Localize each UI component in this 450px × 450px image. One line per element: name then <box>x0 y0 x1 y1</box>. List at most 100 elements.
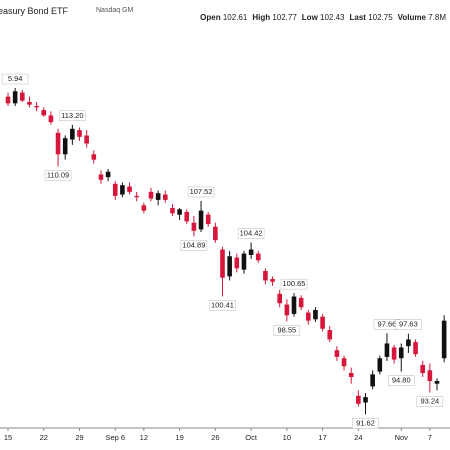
candle-body <box>277 293 282 304</box>
candle-body <box>55 132 61 155</box>
x-tick-label: Oct <box>245 433 258 442</box>
annotation-box <box>237 228 265 239</box>
x-tick-label: 24 <box>354 433 362 442</box>
candle-body <box>77 130 82 137</box>
candle-body <box>284 304 290 316</box>
candle-body <box>406 339 411 347</box>
annotation: 5.94 <box>8 74 23 83</box>
candle-body <box>34 105 39 108</box>
annotation-box <box>273 325 301 336</box>
annotation: 104.89 <box>182 240 205 249</box>
candle-body <box>427 370 433 382</box>
candle-body <box>306 312 311 321</box>
quote-label: Last <box>349 13 366 22</box>
candle-body <box>205 214 211 225</box>
candle-body <box>413 342 418 355</box>
x-tick-label: Sep 6 <box>105 433 125 442</box>
annotation: 100.65 <box>283 279 306 288</box>
candle-body <box>298 297 304 308</box>
candle-body <box>234 257 240 269</box>
quote-label: Volume <box>397 13 426 22</box>
x-tick-label: 12 <box>140 433 148 442</box>
exchange: Nasdaq GM <box>96 7 134 14</box>
quote-value: 102.75 <box>368 13 393 22</box>
candle-body <box>48 115 54 123</box>
candle-body <box>20 92 25 101</box>
candle-body <box>356 395 361 404</box>
x-tick-label: Nov <box>395 433 409 442</box>
candle-body <box>384 343 390 357</box>
quote-value: 102.77 <box>272 13 297 22</box>
candle-body <box>184 211 190 222</box>
candle-body <box>70 128 75 140</box>
candle-body <box>198 210 204 230</box>
candle-body <box>334 350 340 357</box>
candle-body <box>420 364 425 373</box>
candle-body <box>127 186 132 192</box>
candle-body <box>377 358 383 372</box>
annotation: 93.24 <box>420 397 439 406</box>
candle-body <box>213 226 218 241</box>
header: easury Bond ETF Nasdaq GM Open 102.61 Hig… <box>0 0 450 24</box>
candle-body <box>434 381 440 384</box>
annotation-box <box>280 278 308 290</box>
x-tick-label: 17 <box>318 433 326 442</box>
annotation: 91.62 <box>356 418 375 427</box>
annotation-box <box>209 300 236 311</box>
candle-body <box>320 316 325 329</box>
annotation-box <box>388 375 415 386</box>
candle-body <box>191 222 197 231</box>
annotation-box <box>59 110 86 122</box>
candle-body <box>170 207 175 214</box>
candle-body <box>134 195 139 198</box>
candle-body <box>112 183 118 196</box>
candle-body <box>148 191 154 199</box>
candle-body <box>348 372 354 378</box>
candle-body <box>291 296 297 314</box>
candle-body <box>441 320 447 359</box>
candle-body <box>398 347 404 359</box>
annotation: 98.55 <box>277 325 296 334</box>
candle-body <box>62 138 68 155</box>
annotation-box <box>187 186 215 198</box>
candle-body <box>84 135 89 144</box>
annotation-box <box>180 240 208 251</box>
x-tick-label: 19 <box>175 433 183 442</box>
candle-body <box>163 194 168 200</box>
title: easury Bond ETF <box>0 6 69 16</box>
candle-body <box>41 110 47 116</box>
quote-label: Low <box>301 13 318 22</box>
annotation: 97.63 <box>399 320 418 329</box>
annotation: 110.09 <box>47 170 69 179</box>
candle-body <box>98 174 104 180</box>
x-tick-label: 29 <box>75 433 83 442</box>
candle-body <box>363 397 368 403</box>
candle-body <box>27 101 32 105</box>
x-tick-label: 7 <box>428 433 432 442</box>
annotation: 104.42 <box>240 229 263 238</box>
candle-body <box>255 253 261 261</box>
candle-body <box>241 253 247 270</box>
candle-body <box>263 271 268 281</box>
candle-body <box>341 358 347 367</box>
quote: Open 102.61 High 102.77 Low 102.43 Last 102… <box>195 13 446 22</box>
annotation-box <box>1 73 29 85</box>
x-tick-label: 10 <box>283 433 291 442</box>
candle-body <box>370 374 375 387</box>
candle-body <box>155 193 161 200</box>
quote-label: Open <box>200 13 221 22</box>
annotation: 100.41 <box>211 300 234 309</box>
quote-value: 7.8M <box>428 13 446 22</box>
x-tick-label: 15 <box>4 433 12 442</box>
candle-body <box>12 91 18 104</box>
candle-body <box>227 256 232 277</box>
candle-body <box>120 185 125 195</box>
candle-body <box>177 209 182 215</box>
candle-body <box>270 279 275 282</box>
x-tick-label: 26 <box>211 433 219 442</box>
quote-label: High <box>252 13 271 22</box>
annotation: 113.20 <box>61 111 83 120</box>
candle-body <box>327 330 333 340</box>
candle-body <box>391 347 397 360</box>
